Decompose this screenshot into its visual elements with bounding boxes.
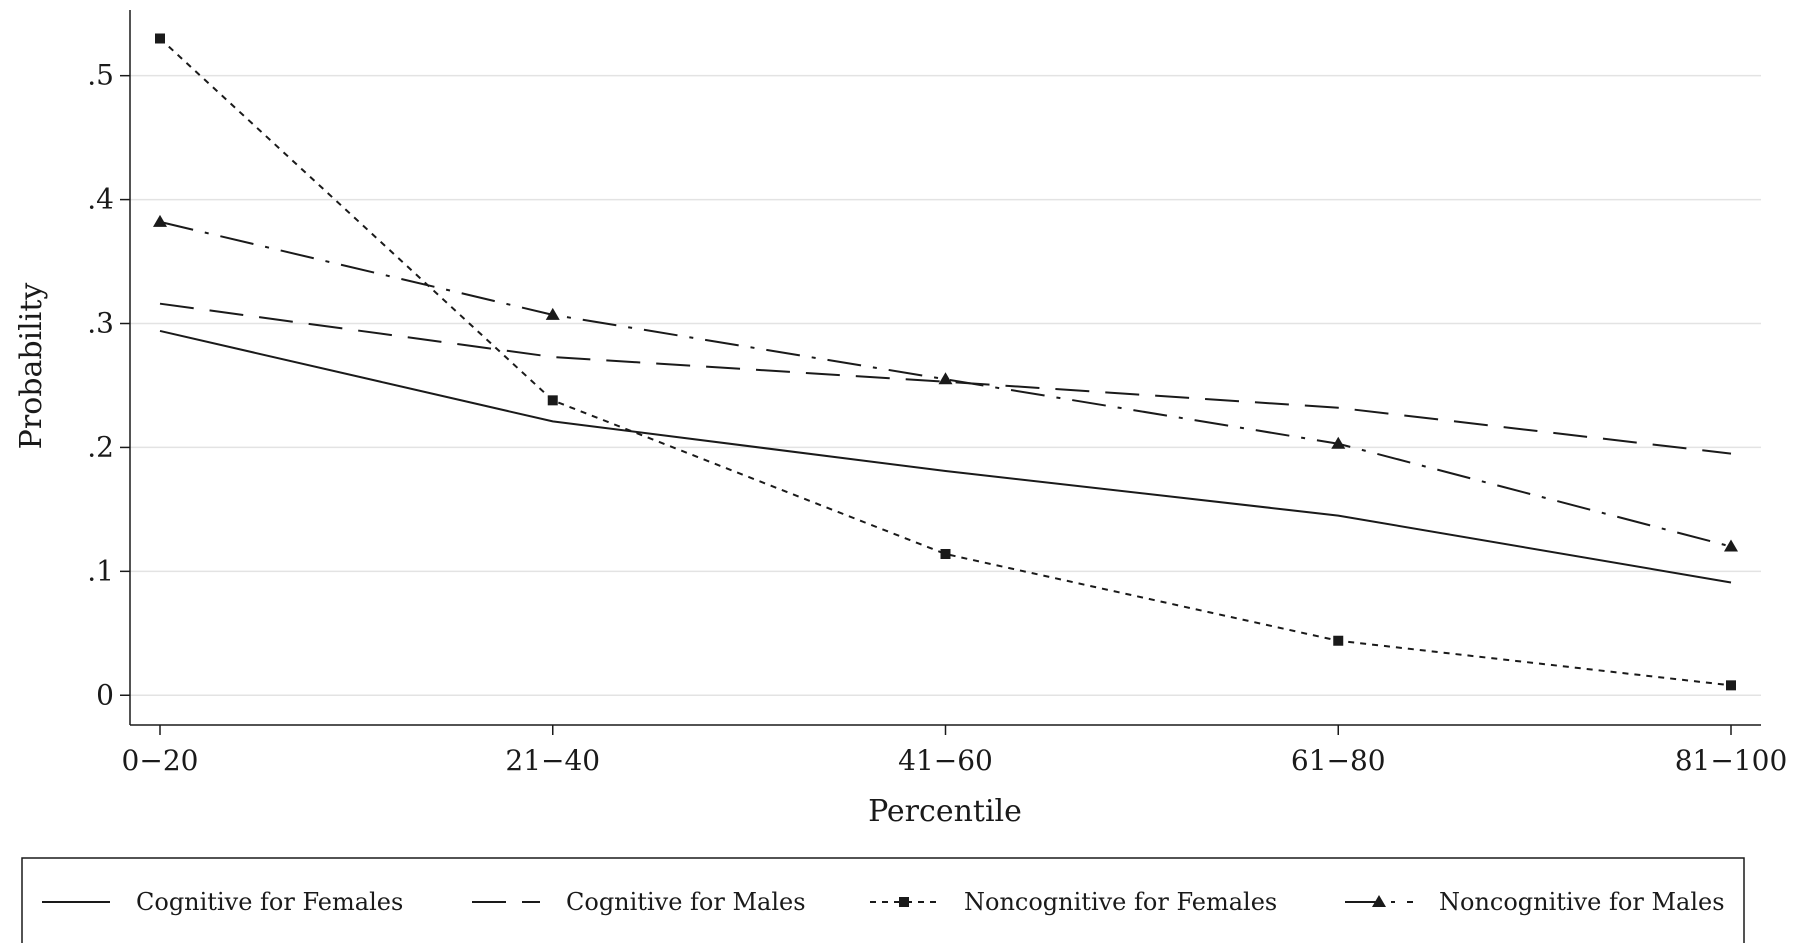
legend-label: Noncognitive for Males <box>1439 888 1725 916</box>
series-2 <box>159 302 1732 455</box>
legend-item-2: Cognitive for Males <box>472 888 806 916</box>
y-axis-title: Probability <box>14 283 49 450</box>
x-tick-label: 81−100 <box>1675 744 1788 777</box>
x-tick-label: 0−20 <box>122 744 199 777</box>
series-1 <box>159 329 1732 584</box>
legend-label: Cognitive for Females <box>136 888 403 916</box>
series-3 <box>155 33 1736 691</box>
data-point-marker <box>938 372 953 385</box>
data-point-marker <box>1333 635 1344 646</box>
y-tick-label: .3 <box>87 307 114 340</box>
x-axis: 0−20 21−40 41−60 61−80 81−100 <box>122 724 1788 777</box>
legend-label: Cognitive for Males <box>566 888 806 916</box>
y-tick-label: .5 <box>87 59 114 92</box>
y-tick-label: .2 <box>87 430 114 463</box>
legend-item-4: Noncognitive for Males <box>1345 888 1725 916</box>
data-point-marker <box>153 214 167 227</box>
legend-item-3: Noncognitive for Females <box>870 888 1277 916</box>
y-tick-label: 0 <box>96 678 114 711</box>
legend-item-1: Cognitive for Females <box>42 888 403 916</box>
y-tick-label: .1 <box>87 554 114 587</box>
series-4 <box>153 214 1738 552</box>
legend-label: Noncognitive for Females <box>964 888 1277 916</box>
legend-marker <box>899 897 909 907</box>
series-group <box>153 33 1738 691</box>
legend: Cognitive for Females Cognitive for Males… <box>42 888 1725 916</box>
x-tick-label: 41−60 <box>898 744 993 777</box>
legend-marker <box>1372 895 1386 907</box>
series-line <box>159 329 1732 584</box>
data-point-marker <box>1726 680 1736 691</box>
series-line <box>159 220 1732 548</box>
x-tick-label: 61−80 <box>1291 744 1386 777</box>
grid-lines <box>130 74 1761 697</box>
data-point-marker <box>155 33 165 44</box>
data-point-marker <box>545 307 560 320</box>
y-tick-label: .4 <box>87 183 114 216</box>
data-point-marker <box>940 548 951 559</box>
series-line <box>159 302 1732 455</box>
legend-box <box>21 857 1745 943</box>
series-line <box>159 37 1732 687</box>
data-point-marker <box>547 395 558 406</box>
data-point-marker <box>1724 539 1738 552</box>
x-axis-title: Percentile <box>868 794 1022 829</box>
x-tick-label: 21−40 <box>505 744 600 777</box>
data-point-marker <box>1331 436 1346 449</box>
y-axis: 0 .1 .2 .3 .4 .5 <box>87 10 131 725</box>
